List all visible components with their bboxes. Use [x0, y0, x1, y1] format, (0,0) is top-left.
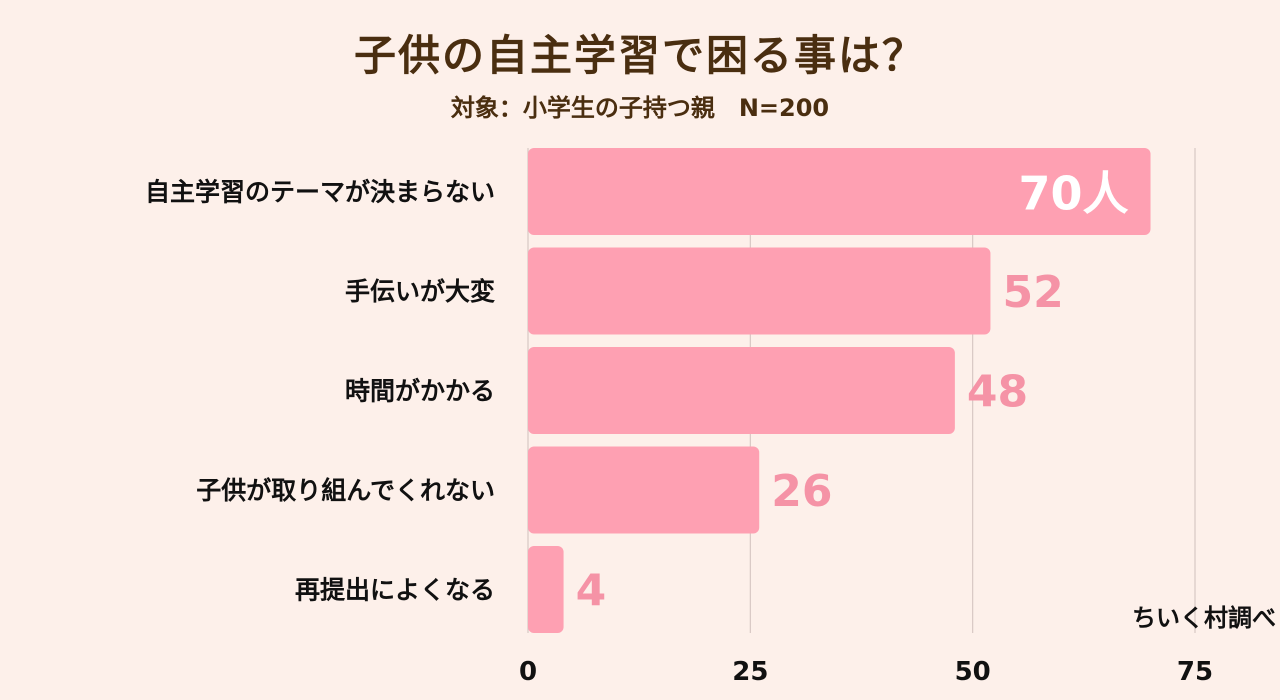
x-tick-label-75: 75: [1177, 657, 1213, 687]
bar-5: [528, 546, 564, 633]
category-label-3: 時間がかかる: [345, 377, 495, 406]
x-tick-label-50: 50: [955, 657, 991, 687]
bar-4: [528, 446, 760, 534]
value-label-3: 48: [967, 367, 1028, 418]
bar-1: [528, 148, 1151, 235]
value-label-2: 52: [1002, 267, 1063, 318]
category-label-1: 自主学習のテーマが決まらない: [145, 178, 495, 207]
bar-2: [528, 247, 991, 335]
bars: [528, 148, 1151, 633]
category-label-5: 再提出によくなる: [295, 576, 495, 605]
value-label-5: 4: [576, 566, 607, 617]
source-note: ちいく村調べ: [1132, 604, 1276, 632]
x-tick-label-0: 0: [519, 657, 537, 687]
category-label-4: 子供が取り組んでくれない: [196, 476, 495, 505]
bar-3: [528, 347, 955, 434]
value-label-1: 70人: [1019, 167, 1129, 221]
chart-title: 子供の自主学習で困る事は？: [353, 31, 926, 80]
value-label-4: 26: [771, 466, 832, 517]
category-label-2: 手伝いが大変: [345, 277, 495, 306]
x-tick-label-25: 25: [732, 657, 768, 687]
chart-subtitle: 対象：小学生の子持つ親 N=200: [450, 94, 830, 122]
